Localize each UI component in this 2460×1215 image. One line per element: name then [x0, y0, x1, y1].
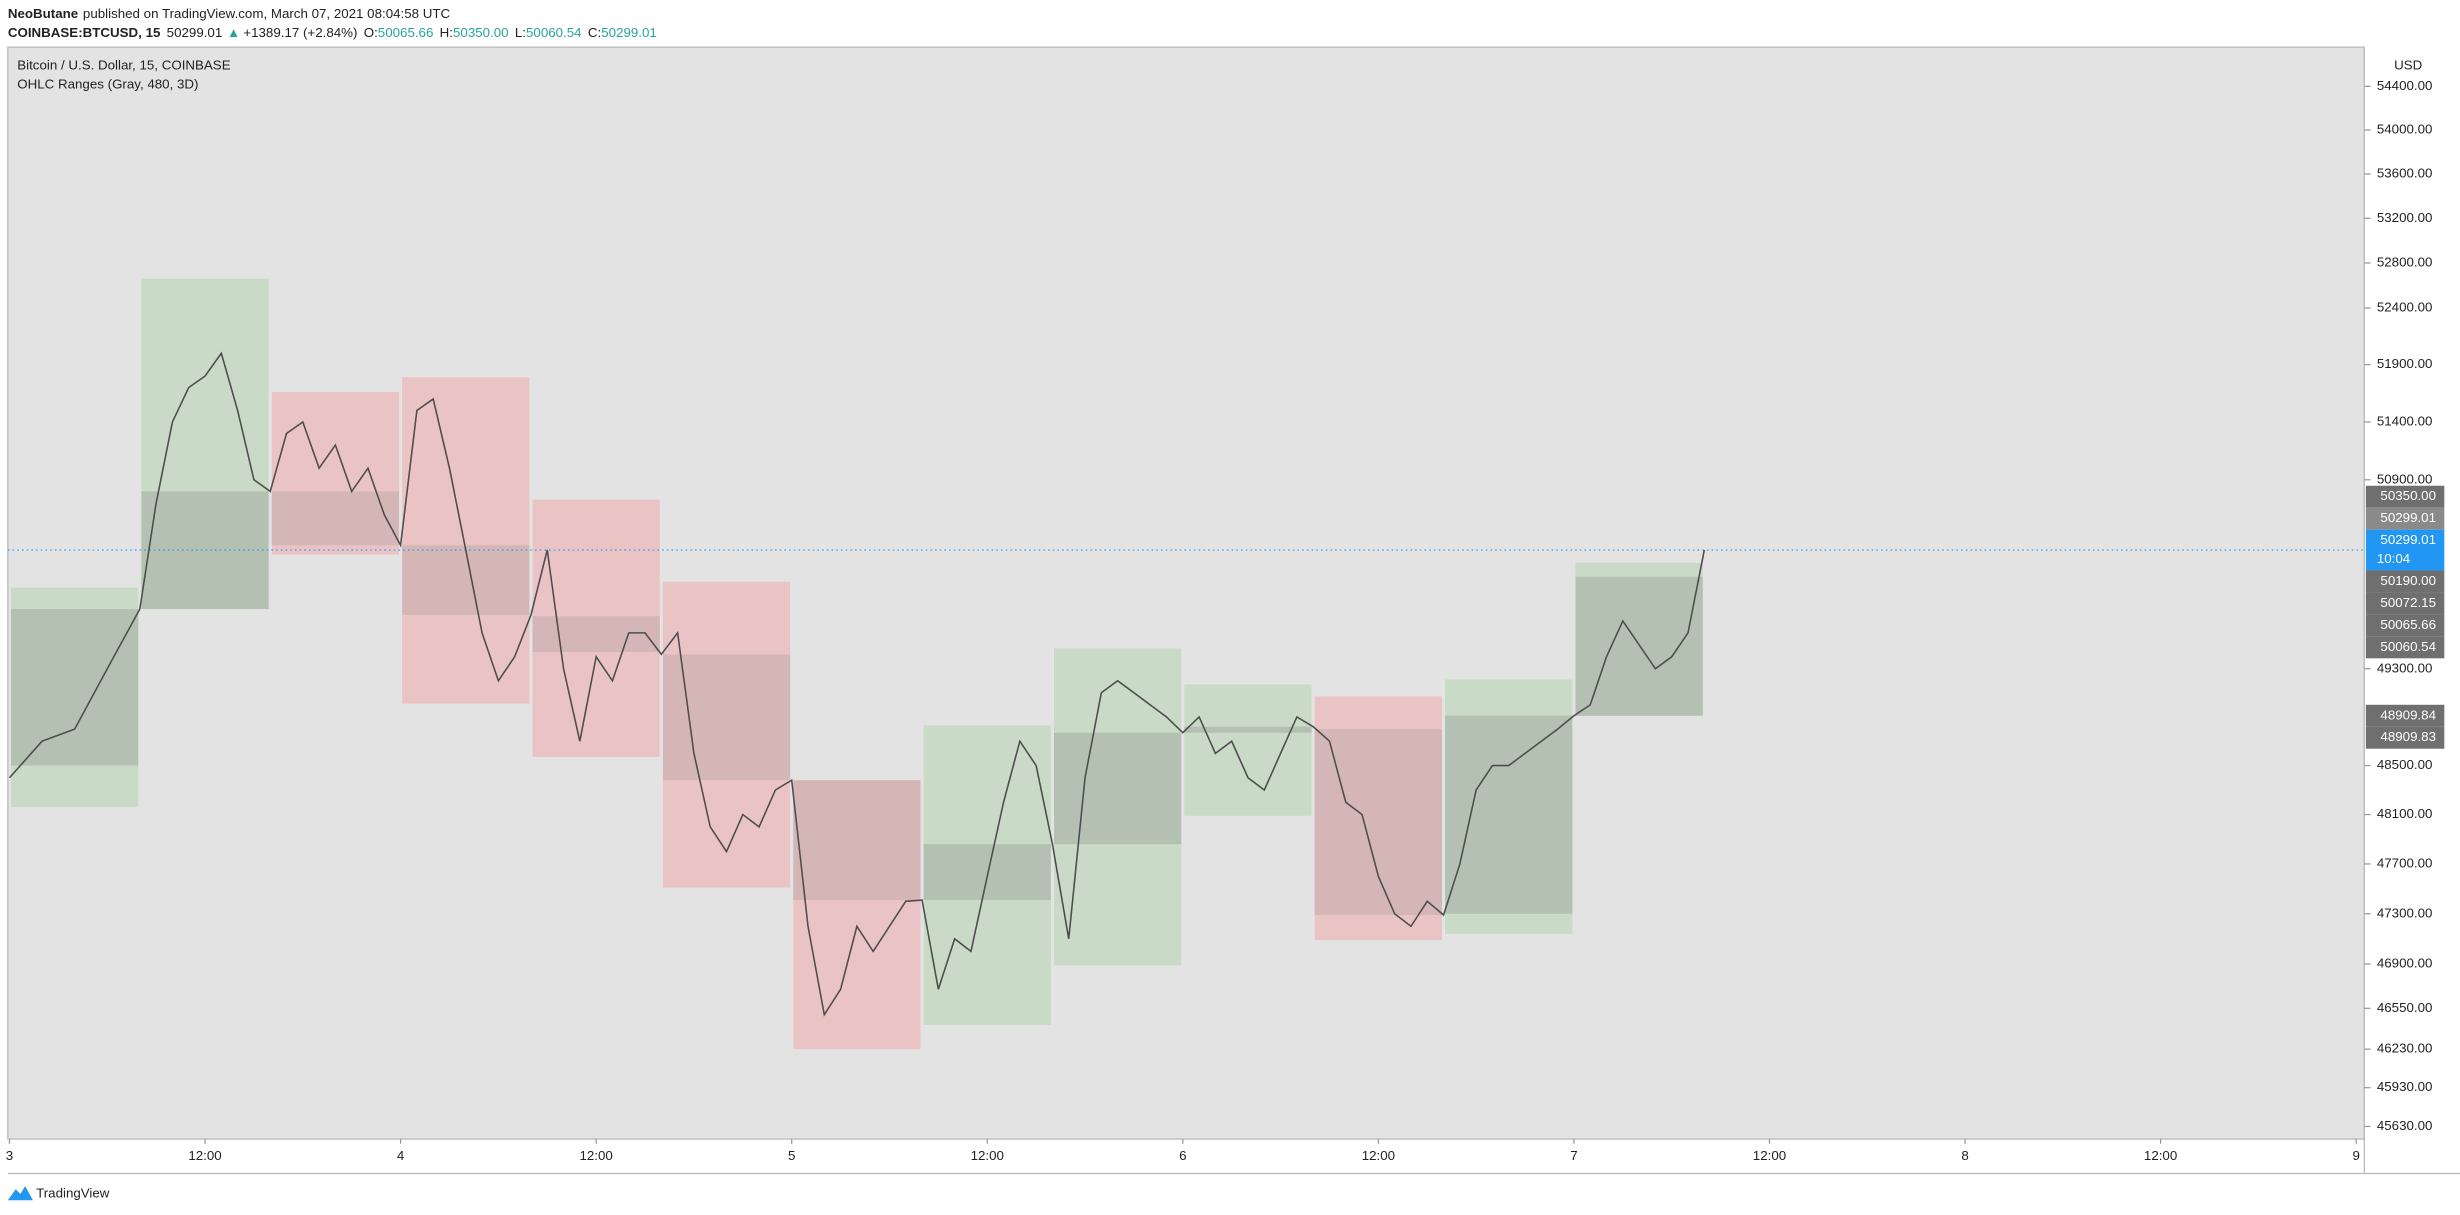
y-tick-label: 45930.00: [2377, 1079, 2433, 1094]
range-body: [1445, 715, 1573, 914]
range-body: [1575, 576, 1703, 716]
range-body: [793, 780, 921, 901]
range-body: [402, 545, 530, 615]
price-label: 50065.66: [2380, 617, 2436, 632]
x-tick-label: 7: [1570, 1148, 1577, 1163]
tradingview-logo: [7, 1186, 33, 1201]
last-price: 50299.01: [167, 24, 223, 39]
range-body: [141, 491, 269, 610]
up-arrow: ▲: [227, 24, 240, 39]
y-tick-label: 46550.00: [2377, 1000, 2433, 1015]
price-label: 48909.84: [2380, 707, 2436, 722]
x-tick-label: 5: [788, 1148, 795, 1163]
range-body: [923, 844, 1051, 901]
ohlc-value: 50299.01: [601, 24, 657, 39]
symbol: COINBASE:BTCUSD, 15: [8, 24, 161, 39]
range-body: [1054, 732, 1182, 845]
x-tick-label: 4: [397, 1148, 405, 1163]
ohlc-value: 50065.66: [378, 24, 434, 39]
indicator-name: OHLC Ranges (Gray, 480, 3D): [17, 76, 198, 91]
y-tick-label: 48100.00: [2377, 806, 2433, 821]
y-tick-label: 52800.00: [2377, 254, 2433, 269]
price-label: 50190.00: [2380, 573, 2436, 588]
chart-pane: [7, 46, 2365, 1140]
y-tick-label: 49300.00: [2377, 660, 2433, 675]
price-label: 50060.54: [2380, 639, 2436, 654]
range-body: [271, 491, 400, 546]
axes: 54400.00 54000.00 53600.00 53200.00 52800.00…: [6, 78, 2445, 1163]
y-tick-label: 48500.00: [2377, 757, 2433, 772]
y-tick-label: 51400.00: [2377, 413, 2433, 428]
ohlc-key: O:: [364, 24, 378, 39]
price-label: 50299.01: [2380, 510, 2436, 525]
range-body: [532, 616, 660, 652]
x-tick-label: 8: [1961, 1148, 1968, 1163]
range-body: [1184, 726, 1312, 733]
published: published on TradingView.com, March 07, …: [83, 6, 451, 21]
ohlc-key: L:: [515, 24, 526, 39]
price-label-box: [2365, 507, 2445, 530]
price-label: 48909.83: [2380, 729, 2436, 744]
y-tick-label: 46900.00: [2377, 956, 2433, 971]
y-tick-label: 47300.00: [2377, 905, 2433, 920]
countdown: 10:04: [2377, 551, 2411, 566]
x-tick-label: 3: [6, 1148, 13, 1163]
ohlc-key: H:: [440, 24, 453, 39]
price-label-box: [2365, 570, 2445, 593]
price-label-box: [2365, 726, 2445, 749]
price-label-box: [2365, 704, 2445, 727]
range-box: [402, 377, 530, 704]
price-label-box: [2365, 485, 2445, 508]
y-tick-label: 50900.00: [2377, 471, 2433, 486]
x-tick-label: 12:00: [188, 1148, 221, 1163]
y-axis-label: USD: [2394, 57, 2422, 72]
x-tick-label: 12:00: [971, 1148, 1004, 1163]
plot-area: [7, 278, 2365, 1050]
x-tick-label: 12:00: [1753, 1148, 1786, 1163]
price-line: [8, 351, 1706, 1017]
ohlc-value: 50060.54: [526, 24, 582, 39]
y-tick-label: 47700.00: [2377, 855, 2433, 870]
chart-title: Bitcoin / U.S. Dollar, 15, COINBASE: [17, 57, 230, 72]
price-label: 50072.15: [2380, 595, 2436, 610]
price-label-box: [2365, 529, 2445, 571]
price-label-box: [2365, 614, 2445, 637]
y-tick-label: 51900.00: [2377, 356, 2433, 371]
y-tick-label: 46230.00: [2377, 1041, 2433, 1056]
publish-line: NeoButane published on TradingView.com, M…: [8, 6, 451, 21]
symbol-line: COINBASE:BTCUSD, 15 50299.01 ▲ +1389.17 (+2…: [8, 24, 657, 39]
y-tick-label: 52400.00: [2377, 299, 2433, 314]
price-label-box: [2365, 592, 2445, 615]
y-tick-label: 45630.00: [2377, 1118, 2433, 1133]
range-box: [1184, 684, 1312, 816]
range-body: [11, 609, 139, 766]
y-tick-label: 53200.00: [2377, 210, 2433, 225]
x-tick-label: 6: [1179, 1148, 1186, 1163]
price-label: 50299.01: [2380, 532, 2436, 547]
footer-brand: TradingView: [36, 1185, 110, 1200]
author: NeoButane: [8, 6, 78, 21]
y-tick-label: 54400.00: [2377, 78, 2433, 93]
range-body: [1314, 729, 1442, 916]
ohlc-key: C:: [588, 24, 601, 39]
y-tick-label: 53600.00: [2377, 166, 2433, 181]
x-tick-label: 12:00: [2144, 1148, 2177, 1163]
y-tick-label: 54000.00: [2377, 122, 2433, 137]
price-label: 50350.00: [2380, 488, 2436, 503]
ohlc-value: 50350.00: [453, 24, 509, 39]
x-tick-label: 12:00: [579, 1148, 612, 1163]
x-tick-label: 12:00: [1362, 1148, 1395, 1163]
x-tick-label: 9: [2352, 1148, 2359, 1163]
change: +1389.17 (+2.84%): [243, 24, 357, 39]
price-label-box: [2365, 636, 2445, 659]
range-body: [662, 654, 791, 781]
